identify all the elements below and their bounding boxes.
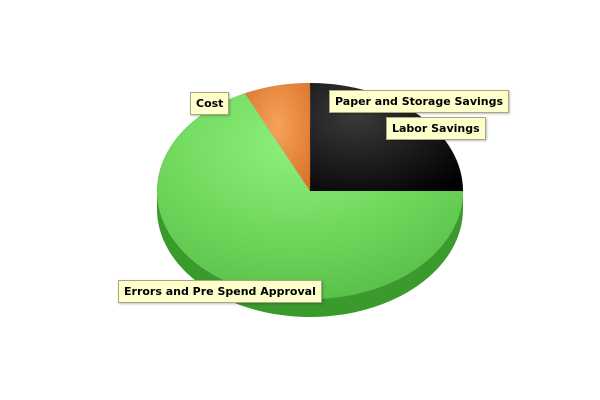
slice-label-errors-and-pre-spend-approval: Errors and Pre Spend Approval [118,280,322,303]
pie-slice-cost[interactable] [244,82,311,192]
slice-label-labor-savings: Labor Savings [386,117,486,140]
pie-top-layer [156,82,464,300]
slice-label-paper-and-storage-savings: Paper and Storage Savings [329,90,510,113]
pie-slice-paper-and-storage-savings[interactable] [309,82,312,192]
slice-label-cost: Cost [190,92,230,115]
